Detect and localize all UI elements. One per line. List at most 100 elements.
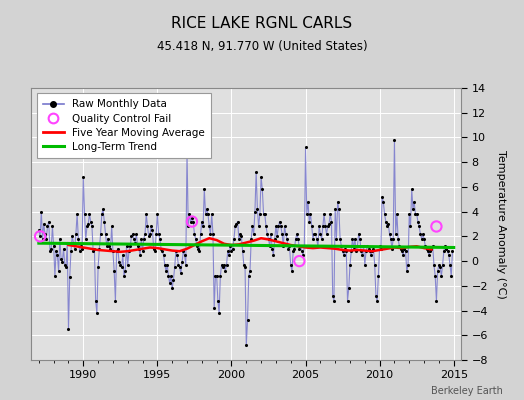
Point	[391, 231, 400, 237]
Point	[352, 248, 361, 254]
Point	[441, 243, 449, 250]
Point	[268, 246, 276, 252]
Point	[429, 243, 437, 250]
Point	[227, 248, 236, 254]
Point	[162, 268, 170, 274]
Point	[283, 236, 291, 242]
Point	[85, 211, 94, 217]
Point	[258, 186, 267, 192]
Point	[82, 236, 90, 242]
Point	[205, 223, 213, 230]
Point	[174, 262, 182, 268]
Point	[255, 223, 263, 230]
Point	[40, 221, 48, 227]
Point	[188, 218, 196, 225]
Point	[378, 194, 386, 200]
Point	[120, 273, 128, 279]
Point	[295, 246, 303, 252]
Point	[89, 248, 97, 254]
Point	[173, 252, 181, 258]
Point	[104, 236, 112, 242]
Point	[63, 239, 71, 246]
Point	[423, 248, 432, 254]
Point	[45, 218, 53, 225]
Point	[269, 252, 278, 258]
Point	[49, 243, 58, 250]
Point	[345, 285, 353, 292]
Point	[125, 248, 133, 254]
Point	[141, 231, 149, 237]
Point	[67, 248, 75, 254]
Point	[369, 246, 378, 252]
Point	[291, 236, 300, 242]
Point	[146, 231, 154, 237]
Point	[211, 273, 220, 279]
Point	[136, 252, 144, 258]
Point	[57, 256, 66, 262]
Point	[101, 231, 110, 237]
Point	[72, 231, 80, 237]
Point	[320, 211, 328, 217]
Point	[128, 231, 137, 237]
Point	[69, 239, 78, 246]
Point	[401, 248, 410, 254]
Point	[99, 206, 107, 212]
Point	[245, 273, 253, 279]
Point	[83, 223, 91, 230]
Point	[130, 236, 138, 242]
Point	[361, 262, 369, 268]
Point	[276, 218, 284, 225]
Point	[42, 236, 50, 242]
Point	[295, 258, 303, 264]
Point	[221, 268, 230, 274]
Point	[260, 211, 269, 217]
Point	[335, 206, 343, 212]
Point	[127, 233, 136, 240]
Point	[52, 248, 60, 254]
Point	[430, 262, 438, 268]
Point	[94, 264, 102, 270]
Point	[138, 248, 147, 254]
Point	[38, 236, 47, 242]
Point	[236, 231, 244, 237]
Point	[56, 236, 64, 242]
Point	[379, 198, 388, 205]
Point	[447, 273, 455, 279]
Point	[242, 342, 250, 348]
Point	[380, 211, 389, 217]
Point	[193, 243, 201, 250]
Point	[449, 248, 457, 254]
Point	[385, 231, 394, 237]
Point	[409, 206, 417, 212]
Point	[217, 262, 226, 268]
Point	[234, 218, 242, 225]
Point	[113, 248, 121, 254]
Point	[415, 223, 423, 230]
Point	[310, 231, 319, 237]
Point	[420, 236, 428, 242]
Point	[210, 305, 219, 311]
Point	[196, 231, 205, 237]
Point	[427, 246, 435, 252]
Point	[285, 243, 293, 250]
Point	[243, 317, 252, 324]
Point	[368, 248, 376, 254]
Point	[299, 252, 307, 258]
Point	[214, 298, 222, 304]
Point	[237, 233, 246, 240]
Point	[394, 236, 402, 242]
Point	[79, 174, 88, 180]
Point	[383, 223, 391, 230]
Point	[135, 246, 143, 252]
Point	[53, 252, 61, 258]
Point	[253, 206, 261, 212]
Point	[46, 248, 54, 254]
Point	[284, 246, 292, 252]
Point	[422, 246, 431, 252]
Point	[184, 223, 192, 230]
Point	[80, 211, 89, 217]
Point	[330, 298, 338, 304]
Point	[70, 246, 79, 252]
Point	[375, 243, 384, 250]
Point	[392, 211, 401, 217]
